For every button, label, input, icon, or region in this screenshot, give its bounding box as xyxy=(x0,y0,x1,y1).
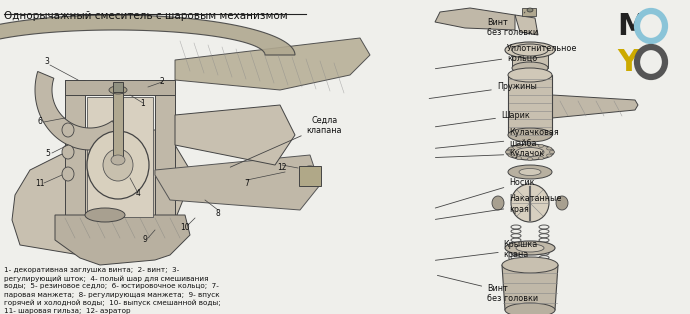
Text: Y: Y xyxy=(617,48,639,77)
Ellipse shape xyxy=(549,150,555,154)
Ellipse shape xyxy=(512,62,548,74)
Ellipse shape xyxy=(556,196,568,210)
Text: Однорычажный смеситель с шаровым механизмом: Однорычажный смеситель с шаровым механиз… xyxy=(4,11,288,21)
Polygon shape xyxy=(155,80,175,230)
Ellipse shape xyxy=(538,157,544,160)
Text: Шарик: Шарик xyxy=(435,111,530,127)
Ellipse shape xyxy=(527,158,533,160)
Text: 12: 12 xyxy=(277,163,287,171)
Ellipse shape xyxy=(509,154,513,157)
Text: воды;  5- резиновое седло;  6- юстировочное кольцо;  7-: воды; 5- резиновое седло; 6- юстировочно… xyxy=(4,284,219,290)
Ellipse shape xyxy=(508,128,552,142)
Text: Винт
без головки: Винт без головки xyxy=(487,12,538,37)
Ellipse shape xyxy=(62,145,74,159)
Ellipse shape xyxy=(111,155,125,165)
Polygon shape xyxy=(512,50,548,68)
Ellipse shape xyxy=(109,86,127,94)
Ellipse shape xyxy=(508,165,552,179)
Ellipse shape xyxy=(509,147,513,150)
Polygon shape xyxy=(0,15,295,55)
Ellipse shape xyxy=(505,303,555,314)
Text: Кулачок: Кулачок xyxy=(435,149,544,158)
Text: Винт
без головки: Винт без головки xyxy=(437,275,538,303)
Bar xyxy=(87,97,153,217)
Text: 11- шаровая гильза;  12- аэратор: 11- шаровая гильза; 12- аэратор xyxy=(4,308,130,314)
Polygon shape xyxy=(35,72,122,150)
Ellipse shape xyxy=(85,208,125,222)
Ellipse shape xyxy=(508,68,552,82)
Ellipse shape xyxy=(103,149,133,181)
Ellipse shape xyxy=(546,147,551,150)
Text: Крышка
крана: Крышка крана xyxy=(435,240,538,260)
Ellipse shape xyxy=(519,169,541,176)
Text: 8: 8 xyxy=(215,208,220,218)
Polygon shape xyxy=(552,95,638,118)
Text: Седла
клапана: Седла клапана xyxy=(230,116,342,167)
Ellipse shape xyxy=(546,154,551,157)
Text: 4: 4 xyxy=(135,188,141,198)
Bar xyxy=(113,82,123,92)
Text: 9: 9 xyxy=(143,236,148,245)
Ellipse shape xyxy=(506,144,554,160)
Ellipse shape xyxy=(506,150,511,154)
Ellipse shape xyxy=(300,166,320,184)
Ellipse shape xyxy=(505,42,555,58)
Text: 1: 1 xyxy=(141,99,146,107)
Bar xyxy=(299,166,321,186)
Ellipse shape xyxy=(511,184,549,222)
Text: 10: 10 xyxy=(180,224,190,232)
Text: 11: 11 xyxy=(35,178,45,187)
Polygon shape xyxy=(55,215,190,265)
Ellipse shape xyxy=(637,47,665,77)
Ellipse shape xyxy=(527,8,533,12)
Text: 1- декоративная заглушка винта;  2- винт;  3-: 1- декоративная заглушка винта; 2- винт;… xyxy=(4,267,179,273)
Ellipse shape xyxy=(527,143,533,147)
Text: Носик: Носик xyxy=(435,178,535,208)
Polygon shape xyxy=(12,130,190,255)
Polygon shape xyxy=(175,105,295,165)
Ellipse shape xyxy=(492,196,504,210)
Polygon shape xyxy=(65,80,85,230)
Ellipse shape xyxy=(516,244,544,252)
Text: паровая манжета;  8- регулирующая манжета;  9- впуск: паровая манжета; 8- регулирующая манжета… xyxy=(4,292,219,298)
Polygon shape xyxy=(435,8,515,30)
Ellipse shape xyxy=(517,144,522,148)
Ellipse shape xyxy=(505,241,555,255)
Ellipse shape xyxy=(62,167,74,181)
Text: Уплотнительное
кольцо: Уплотнительное кольцо xyxy=(435,44,578,69)
Ellipse shape xyxy=(517,157,522,160)
Polygon shape xyxy=(65,80,175,95)
Ellipse shape xyxy=(87,131,149,199)
Text: Пружины: Пружины xyxy=(429,82,537,99)
Ellipse shape xyxy=(502,257,558,273)
Text: 6: 6 xyxy=(37,117,43,127)
Text: Накатанные
края: Накатанные края xyxy=(435,194,562,219)
Text: Кулачковая
шайба: Кулачковая шайба xyxy=(435,128,559,148)
Polygon shape xyxy=(508,75,552,135)
Text: 5: 5 xyxy=(46,149,50,158)
Text: 3: 3 xyxy=(45,57,50,67)
Text: 7: 7 xyxy=(244,178,250,187)
Ellipse shape xyxy=(516,148,544,156)
Text: горячей и холодной воды;  10- выпуск смешанной воды;: горячей и холодной воды; 10- выпуск смеш… xyxy=(4,300,221,306)
Ellipse shape xyxy=(538,144,544,148)
Text: регулирующий шток;  4- полый шар для смешивания: регулирующий шток; 4- полый шар для смеш… xyxy=(4,275,208,282)
Ellipse shape xyxy=(512,44,548,56)
Polygon shape xyxy=(175,38,370,90)
Ellipse shape xyxy=(62,123,74,137)
Polygon shape xyxy=(515,15,538,35)
Text: 2: 2 xyxy=(159,78,164,86)
Polygon shape xyxy=(502,265,558,310)
Ellipse shape xyxy=(637,11,665,41)
Bar xyxy=(522,8,536,16)
Text: M: M xyxy=(617,12,647,41)
Bar xyxy=(113,90,123,160)
Polygon shape xyxy=(155,155,320,210)
